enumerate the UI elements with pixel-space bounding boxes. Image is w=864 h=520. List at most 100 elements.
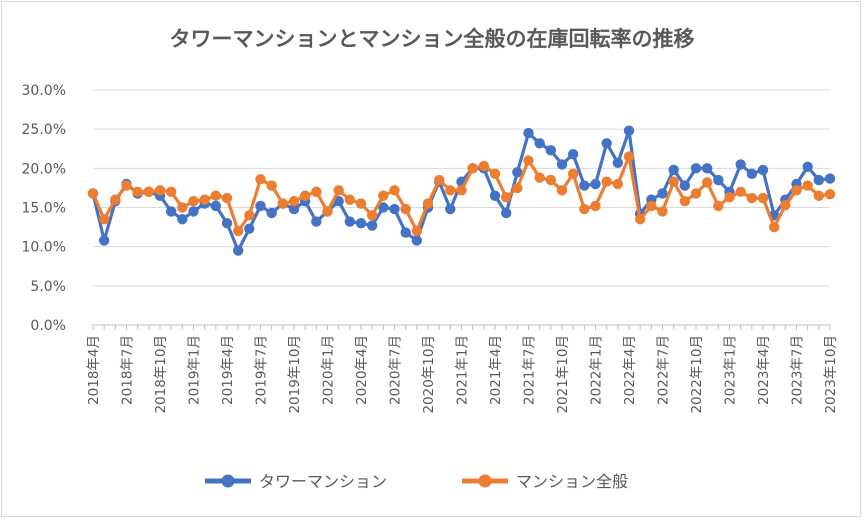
data-point [143,186,155,198]
data-point [512,167,523,178]
data-point [512,182,523,194]
y-tick-label: 30.0% [22,83,66,99]
series-lines [87,125,836,256]
data-point [221,192,233,204]
data-point [165,186,177,198]
x-tick-label: 2021年7月 [522,335,538,405]
data-point [813,174,825,186]
legend-marker-all [478,474,492,488]
data-point [735,159,746,170]
data-point [489,190,501,201]
data-point [646,200,657,212]
x-tick-label: 2019年10月 [287,335,303,414]
data-point [288,203,300,215]
data-point [311,216,322,227]
data-point [266,180,277,191]
data-point [411,235,423,246]
data-point [422,198,434,209]
data-point [690,163,702,174]
y-tick-label: 10.0% [22,240,66,256]
x-axis-ticks: 2018年4月 2018年7月 2018年10月 2019年1月 2019年4月 2019… [86,325,839,414]
data-point [467,163,478,174]
data-point [98,235,110,246]
x-tick-label: 2018年10月 [153,335,169,414]
data-point [299,190,311,201]
data-point [634,214,646,225]
data-point [500,192,512,203]
data-point [813,190,825,201]
data-point [456,185,467,196]
y-tick-label: 25.0% [22,122,66,138]
data-point [713,200,724,212]
x-tick-label: 2018年7月 [120,335,136,405]
x-tick-label: 2019年1月 [187,335,203,405]
data-point [713,174,724,186]
data-point [199,194,210,205]
data-point [433,174,445,186]
y-tick-label: 5.0% [30,279,66,295]
x-tick-label: 2020年10月 [421,335,437,414]
data-point [824,188,836,200]
x-tick-label: 2022年10月 [689,335,705,414]
data-point [165,206,177,217]
y-axis-ticks: 0.0% 5.0% 10.0% 15.0% 20.0% 25.0% 30.0% [22,83,66,334]
data-point [489,168,501,180]
data-point [210,200,222,212]
legend-label-all: マンション全般 [516,472,628,491]
data-point [757,192,769,204]
x-tick-label: 2023年7月 [790,335,806,405]
data-point [567,149,579,160]
data-point [288,196,300,207]
x-tick-label: 2021年4月 [488,335,504,405]
data-point [478,160,490,172]
data-point [657,206,668,217]
data-point [534,138,545,149]
data-point [277,198,289,209]
data-point [400,227,411,238]
data-point [378,190,389,201]
data-point [791,185,802,196]
data-point [87,188,99,199]
data-point [411,225,423,237]
x-tick-label: 2022年4月 [622,335,638,405]
data-point [132,186,143,198]
x-tick-label: 2020年7月 [388,335,404,405]
data-point [322,206,333,217]
data-point [545,174,557,186]
data-point [802,161,813,172]
data-point [556,185,568,196]
data-point [690,188,702,199]
data-point [724,192,735,203]
data-point [556,159,568,170]
data-point [579,180,590,191]
data-point [110,194,121,205]
x-tick-label: 2022年7月 [656,335,672,405]
data-point [366,220,378,231]
data-point [590,178,601,190]
data-point [523,127,534,139]
x-tick-label: 2020年1月 [321,335,337,405]
data-point [244,210,255,221]
x-tick-label: 2020年4月 [354,335,370,405]
data-point [266,207,277,219]
series-1 [87,151,836,237]
x-tick-label: 2019年4月 [220,335,236,405]
data-point [623,151,635,162]
data-point [177,214,188,225]
data-point [824,173,836,184]
data-point [579,203,590,215]
data-point [445,185,456,196]
data-point [567,168,579,180]
data-point [232,245,244,256]
data-point [780,199,791,211]
data-point [612,157,624,169]
data-point [768,221,780,233]
y-tick-label: 15.0% [22,201,66,217]
data-point [177,202,188,213]
data-point [679,180,691,191]
data-point [735,186,746,198]
data-point [355,198,367,209]
y-tick-label: 20.0% [22,161,66,177]
